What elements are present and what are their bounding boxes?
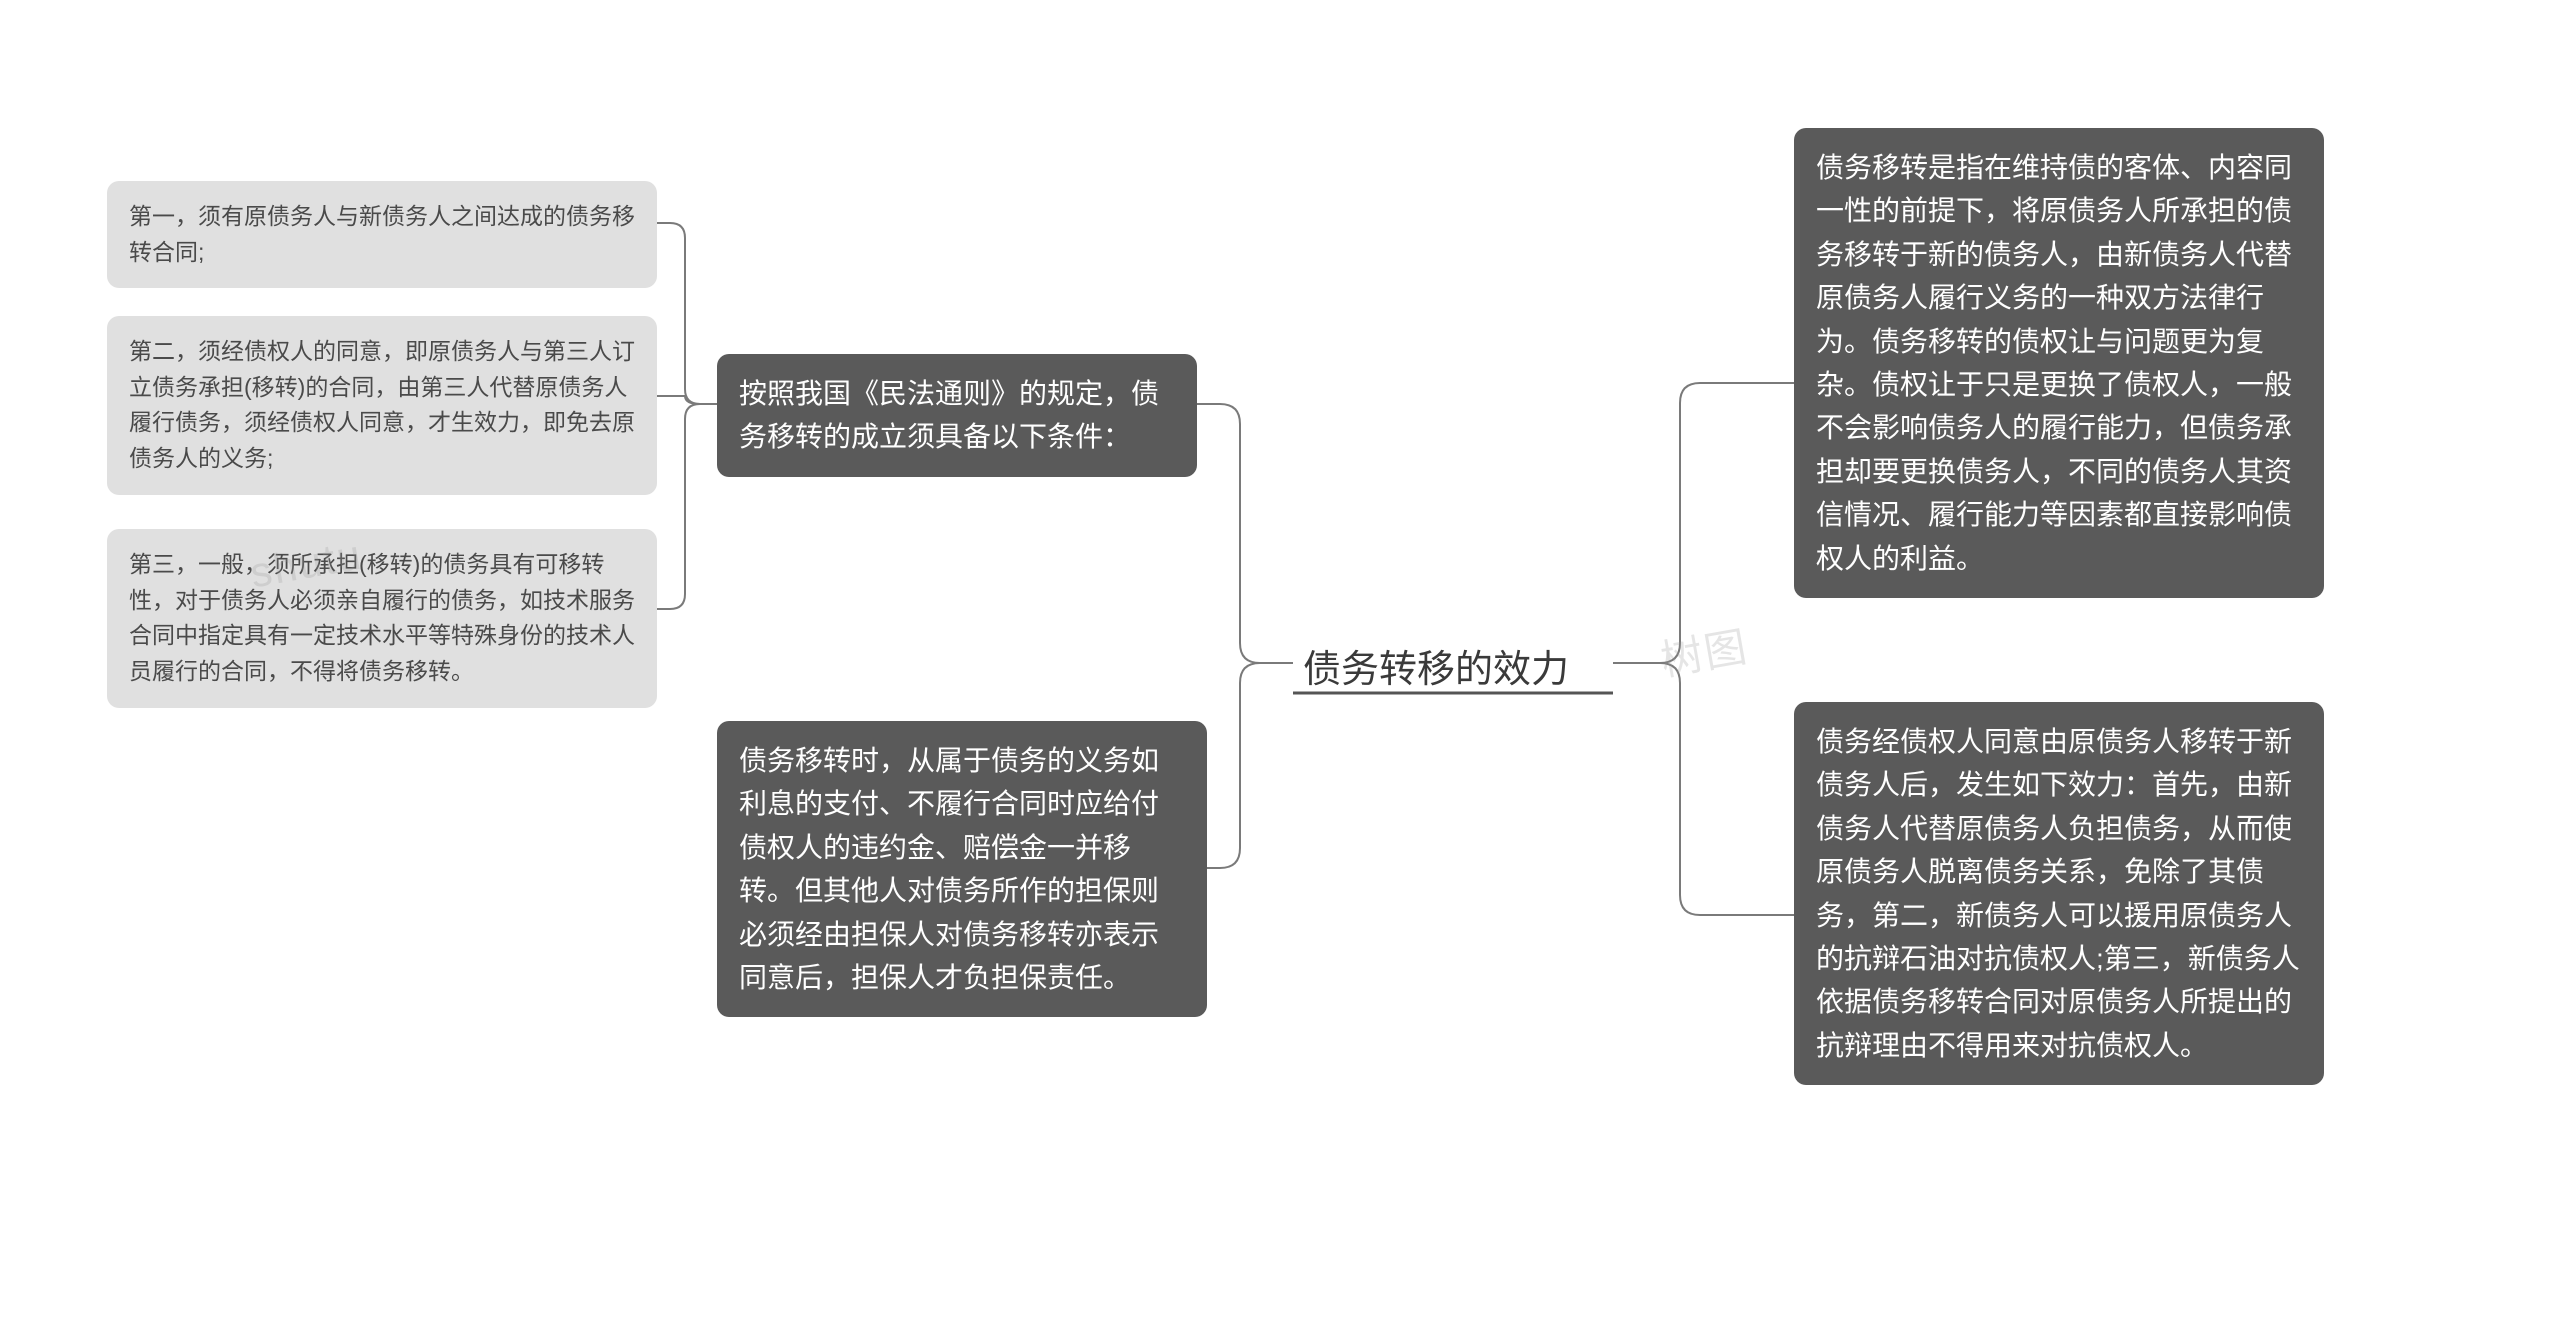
left-top-node: 按照我国《民法通则》的规定，债务移转的成立须具备以下条件： — [717, 354, 1197, 477]
leaf2-text: 第二，须经债权人的同意，即原债务人与第三人订立债务承担(移转)的合同，由第三人代… — [129, 338, 635, 471]
right-top-node: 债务移转是指在维持债的客体、内容同一性的前提下，将原债务人所承担的债务移转于新的… — [1794, 128, 2324, 598]
right-top-text: 债务移转是指在维持债的客体、内容同一性的前提下，将原债务人所承担的债务移转于新的… — [1816, 152, 2292, 574]
left-bottom-node: 债务移转时，从属于债务的义务如利息的支付、不履行合同时应给付债权人的违约金、赔偿… — [717, 721, 1207, 1017]
leaf1-text: 第一，须有原债务人与新债务人之间达成的债务移转合同; — [129, 203, 635, 265]
central-node: 债务转移的效力 — [1303, 638, 1613, 693]
leaf-node-1: 第一，须有原债务人与新债务人之间达成的债务移转合同; — [107, 181, 657, 288]
left-top-text: 按照我国《民法通则》的规定，债务移转的成立须具备以下条件： — [739, 378, 1159, 452]
leaf3-text: 第三，一般，须所承担(移转)的债务具有可移转性，对于债务人必须亲自履行的债务，如… — [129, 551, 635, 684]
right-bottom-text: 债务经债权人同意由原债务人移转于新债务人后，发生如下效力：首先，由新债务人代替原… — [1816, 726, 2300, 1061]
leaf-node-3: 第三，一般，须所承担(移转)的债务具有可移转性，对于债务人必须亲自履行的债务，如… — [107, 529, 657, 708]
leaf-node-2: 第二，须经债权人的同意，即原债务人与第三人订立债务承担(移转)的合同，由第三人代… — [107, 316, 657, 495]
right-bottom-node: 债务经债权人同意由原债务人移转于新债务人后，发生如下效力：首先，由新债务人代替原… — [1794, 702, 2324, 1085]
central-node-text: 债务转移的效力 — [1303, 649, 1569, 691]
watermark-2: 树图 — [1655, 613, 1752, 688]
left-bottom-text: 债务移转时，从属于债务的义务如利息的支付、不履行合同时应给付债权人的违约金、赔偿… — [739, 745, 1159, 993]
